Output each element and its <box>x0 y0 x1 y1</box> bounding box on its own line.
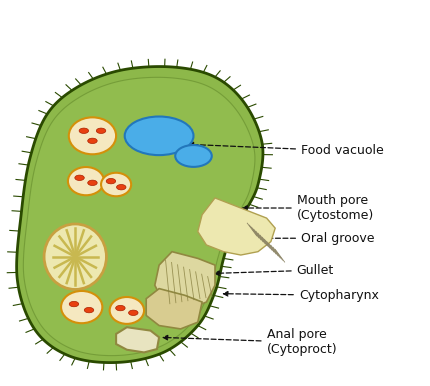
Polygon shape <box>155 252 215 309</box>
Ellipse shape <box>68 167 104 195</box>
Ellipse shape <box>75 175 84 181</box>
Ellipse shape <box>117 185 126 190</box>
Text: Oral groove: Oral groove <box>258 232 375 245</box>
Ellipse shape <box>125 117 194 155</box>
Polygon shape <box>116 327 159 352</box>
Ellipse shape <box>84 307 94 313</box>
Text: Gullet: Gullet <box>215 264 334 277</box>
Ellipse shape <box>79 128 89 134</box>
Text: Mouth pore
(Cytostome): Mouth pore (Cytostome) <box>243 194 374 222</box>
Polygon shape <box>198 198 275 255</box>
Ellipse shape <box>88 180 97 186</box>
Text: Cytostome and Cytoproct: Cytostome and Cytoproct <box>65 15 365 35</box>
Polygon shape <box>146 289 202 329</box>
Text: Food vacuole: Food vacuole <box>189 142 384 157</box>
Ellipse shape <box>129 310 138 315</box>
Ellipse shape <box>175 145 212 167</box>
Ellipse shape <box>110 297 144 324</box>
Ellipse shape <box>96 128 106 134</box>
Ellipse shape <box>61 291 102 323</box>
Ellipse shape <box>88 138 97 144</box>
Ellipse shape <box>44 224 107 290</box>
Ellipse shape <box>69 301 79 307</box>
Ellipse shape <box>106 178 116 184</box>
Text: Anal pore
(Cytoproct): Anal pore (Cytoproct) <box>163 328 337 356</box>
Text: Cytopharynx: Cytopharynx <box>224 289 379 302</box>
Ellipse shape <box>101 173 131 196</box>
Ellipse shape <box>69 117 116 154</box>
Polygon shape <box>23 77 255 356</box>
Polygon shape <box>17 66 263 362</box>
Ellipse shape <box>116 305 125 311</box>
